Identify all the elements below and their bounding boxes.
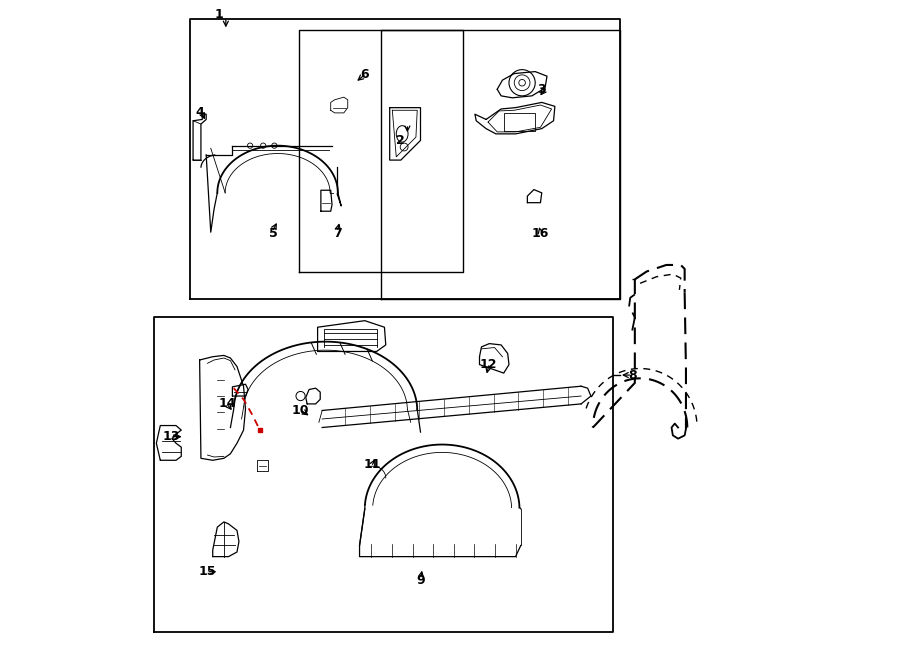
Text: 5: 5 xyxy=(269,227,277,240)
Text: 8: 8 xyxy=(628,369,636,381)
Text: 9: 9 xyxy=(416,574,425,588)
Text: 3: 3 xyxy=(537,83,546,96)
Text: 12: 12 xyxy=(480,358,497,371)
Text: 7: 7 xyxy=(333,227,342,240)
Text: 10: 10 xyxy=(292,404,310,417)
Text: 15: 15 xyxy=(199,565,216,578)
Text: 11: 11 xyxy=(364,458,382,471)
Text: 4: 4 xyxy=(195,106,204,120)
Text: 16: 16 xyxy=(532,227,549,240)
Text: 14: 14 xyxy=(219,397,236,410)
Text: 1: 1 xyxy=(215,8,224,21)
Text: 2: 2 xyxy=(397,134,405,147)
Text: 6: 6 xyxy=(361,68,369,81)
Text: 13: 13 xyxy=(163,430,180,443)
